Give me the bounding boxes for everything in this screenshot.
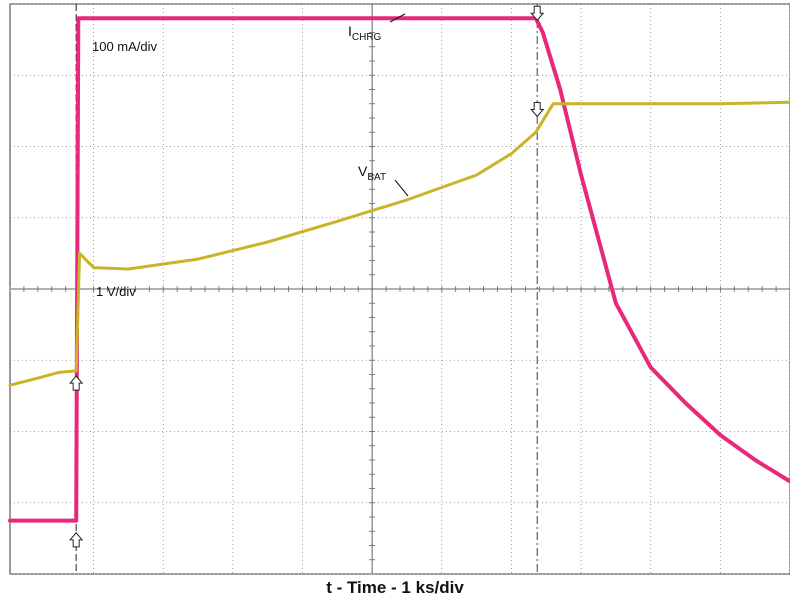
vbat-label-leader — [394, 179, 409, 197]
ichrg-label-main: I — [348, 23, 352, 39]
trigger-markers — [69, 5, 545, 548]
x-axis-label: t - Time - 1 ks/div — [326, 578, 464, 597]
vbat-scale-label: 1 V/div — [96, 284, 136, 299]
ichrg-trace — [8, 16, 790, 523]
arrow-up-marker — [69, 532, 84, 548]
vbat-trace — [8, 100, 790, 387]
arrow-down-marker — [530, 101, 545, 118]
ichrg-series-label: ICHRG — [348, 13, 406, 43]
vbat-label-sub: BAT — [367, 172, 386, 183]
ichrg-label-sub: CHRG — [352, 32, 382, 43]
vbat-series-label: VBAT — [358, 163, 409, 197]
grid — [9, 3, 790, 575]
svg-text:VBAT: VBAT — [358, 163, 386, 183]
ichrg-label-leader — [389, 13, 406, 23]
arrow-down-marker — [530, 5, 545, 22]
traces — [8, 16, 790, 523]
vbat-label-main: V — [358, 163, 368, 179]
svg-text:ICHRG: ICHRG — [348, 23, 382, 43]
arrow-up-marker — [69, 375, 84, 391]
ichrg-scale-label: 100 mA/div — [92, 39, 158, 54]
